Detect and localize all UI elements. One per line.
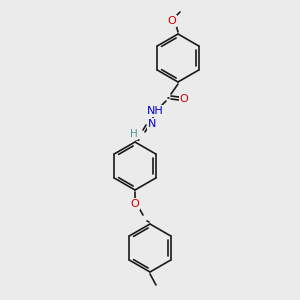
Text: O: O: [168, 16, 176, 26]
Text: O: O: [180, 94, 188, 104]
Text: O: O: [130, 199, 140, 209]
Text: N: N: [148, 119, 156, 129]
Text: NH: NH: [147, 106, 164, 116]
Text: H: H: [130, 129, 138, 139]
